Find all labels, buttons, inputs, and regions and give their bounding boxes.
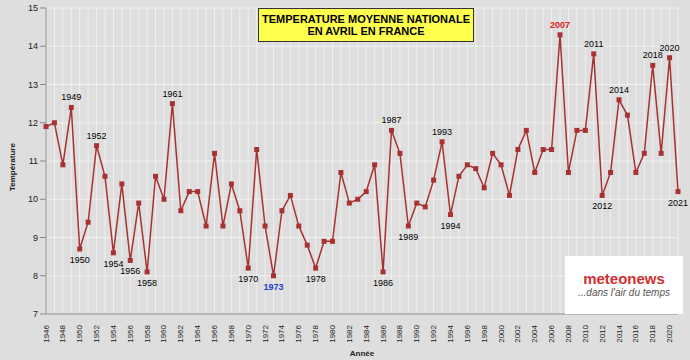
html-text:TEMPERATURE MOYENNE NATIONALE: TEMPERATURE MOYENNE NATIONALE EN AVRIL E…	[262, 13, 470, 37]
svg-text:1958: 1958	[137, 278, 157, 288]
svg-text:2008: 2008	[564, 324, 573, 342]
svg-text:2018: 2018	[642, 50, 663, 61]
svg-text:1952: 1952	[87, 131, 107, 141]
svg-text:2016: 2016	[631, 324, 640, 342]
svg-text:2021: 2021	[668, 198, 688, 208]
svg-text:1990: 1990	[412, 324, 421, 342]
svg-text:1950: 1950	[70, 255, 90, 265]
svg-text:1978: 1978	[311, 324, 320, 342]
svg-text:1986: 1986	[373, 278, 393, 288]
svg-text:1973: 1973	[264, 282, 284, 292]
svg-text:1954: 1954	[103, 258, 124, 269]
svg-text:1974: 1974	[277, 324, 286, 342]
svg-text:2012: 2012	[592, 201, 612, 211]
svg-text:2006: 2006	[547, 324, 556, 342]
svg-text:2020: 2020	[660, 43, 680, 53]
svg-text:2020: 2020	[665, 324, 674, 342]
html-text:meteonews: meteonews	[583, 270, 665, 287]
svg-text:1946: 1946	[42, 324, 51, 342]
svg-text:2014: 2014	[609, 85, 629, 95]
svg-text:1962: 1962	[176, 324, 185, 342]
html-text:...dans l'air du temps: ...dans l'air du temps	[578, 287, 670, 298]
svg-text:1970: 1970	[244, 324, 253, 342]
svg-text:1994: 1994	[446, 324, 455, 342]
svg-text:8: 8	[33, 271, 38, 281]
svg-text:1956: 1956	[120, 266, 140, 276]
svg-text:1994: 1994	[440, 221, 460, 231]
svg-text:1976: 1976	[294, 324, 303, 342]
svg-text:2011: 2011	[584, 39, 603, 49]
svg-text:1987: 1987	[381, 115, 401, 125]
svg-text:13: 13	[28, 80, 38, 90]
svg-text:2018: 2018	[648, 324, 657, 342]
svg-text:2014: 2014	[615, 324, 624, 342]
svg-text:1950: 1950	[75, 324, 84, 342]
svg-text:1984: 1984	[362, 324, 371, 342]
svg-text:1948: 1948	[58, 324, 67, 342]
svg-text:2007: 2007	[550, 20, 570, 30]
svg-text:12: 12	[28, 118, 38, 128]
svg-text:14: 14	[28, 41, 38, 51]
svg-text:1949: 1949	[61, 92, 81, 102]
svg-text:1978: 1978	[306, 274, 326, 284]
svg-text:1954: 1954	[109, 324, 118, 342]
svg-text:15: 15	[28, 3, 38, 13]
svg-text:1982: 1982	[345, 324, 354, 342]
svg-text:1952: 1952	[92, 324, 101, 342]
svg-text:1972: 1972	[261, 324, 270, 342]
svg-text:2004: 2004	[530, 324, 539, 342]
svg-text:Température: Température	[8, 143, 17, 191]
svg-text:Année: Année	[350, 349, 375, 358]
svg-text:1993: 1993	[432, 127, 452, 137]
svg-text:1988: 1988	[395, 324, 404, 342]
svg-text:2012: 2012	[598, 324, 607, 342]
svg-text:1966: 1966	[210, 324, 219, 342]
svg-text:1989: 1989	[398, 232, 418, 242]
svg-text:1956: 1956	[126, 324, 135, 342]
svg-text:1970: 1970	[238, 274, 258, 284]
svg-text:1958: 1958	[143, 324, 152, 342]
svg-text:11: 11	[29, 156, 38, 166]
svg-text:1980: 1980	[328, 324, 337, 342]
svg-text:2002: 2002	[513, 324, 522, 342]
svg-text:2010: 2010	[581, 324, 590, 342]
svg-text:2000: 2000	[497, 324, 506, 342]
svg-text:1961: 1961	[162, 89, 182, 99]
svg-text:10: 10	[28, 194, 38, 204]
svg-text:7: 7	[33, 309, 38, 319]
svg-text:1964: 1964	[193, 324, 202, 342]
svg-text:1996: 1996	[463, 324, 472, 342]
svg-text:1968: 1968	[227, 324, 236, 342]
svg-text:1992: 1992	[429, 324, 438, 342]
svg-text:1998: 1998	[480, 324, 489, 342]
svg-text:1986: 1986	[379, 324, 388, 342]
svg-text:1960: 1960	[159, 324, 168, 342]
svg-text:9: 9	[33, 233, 38, 243]
